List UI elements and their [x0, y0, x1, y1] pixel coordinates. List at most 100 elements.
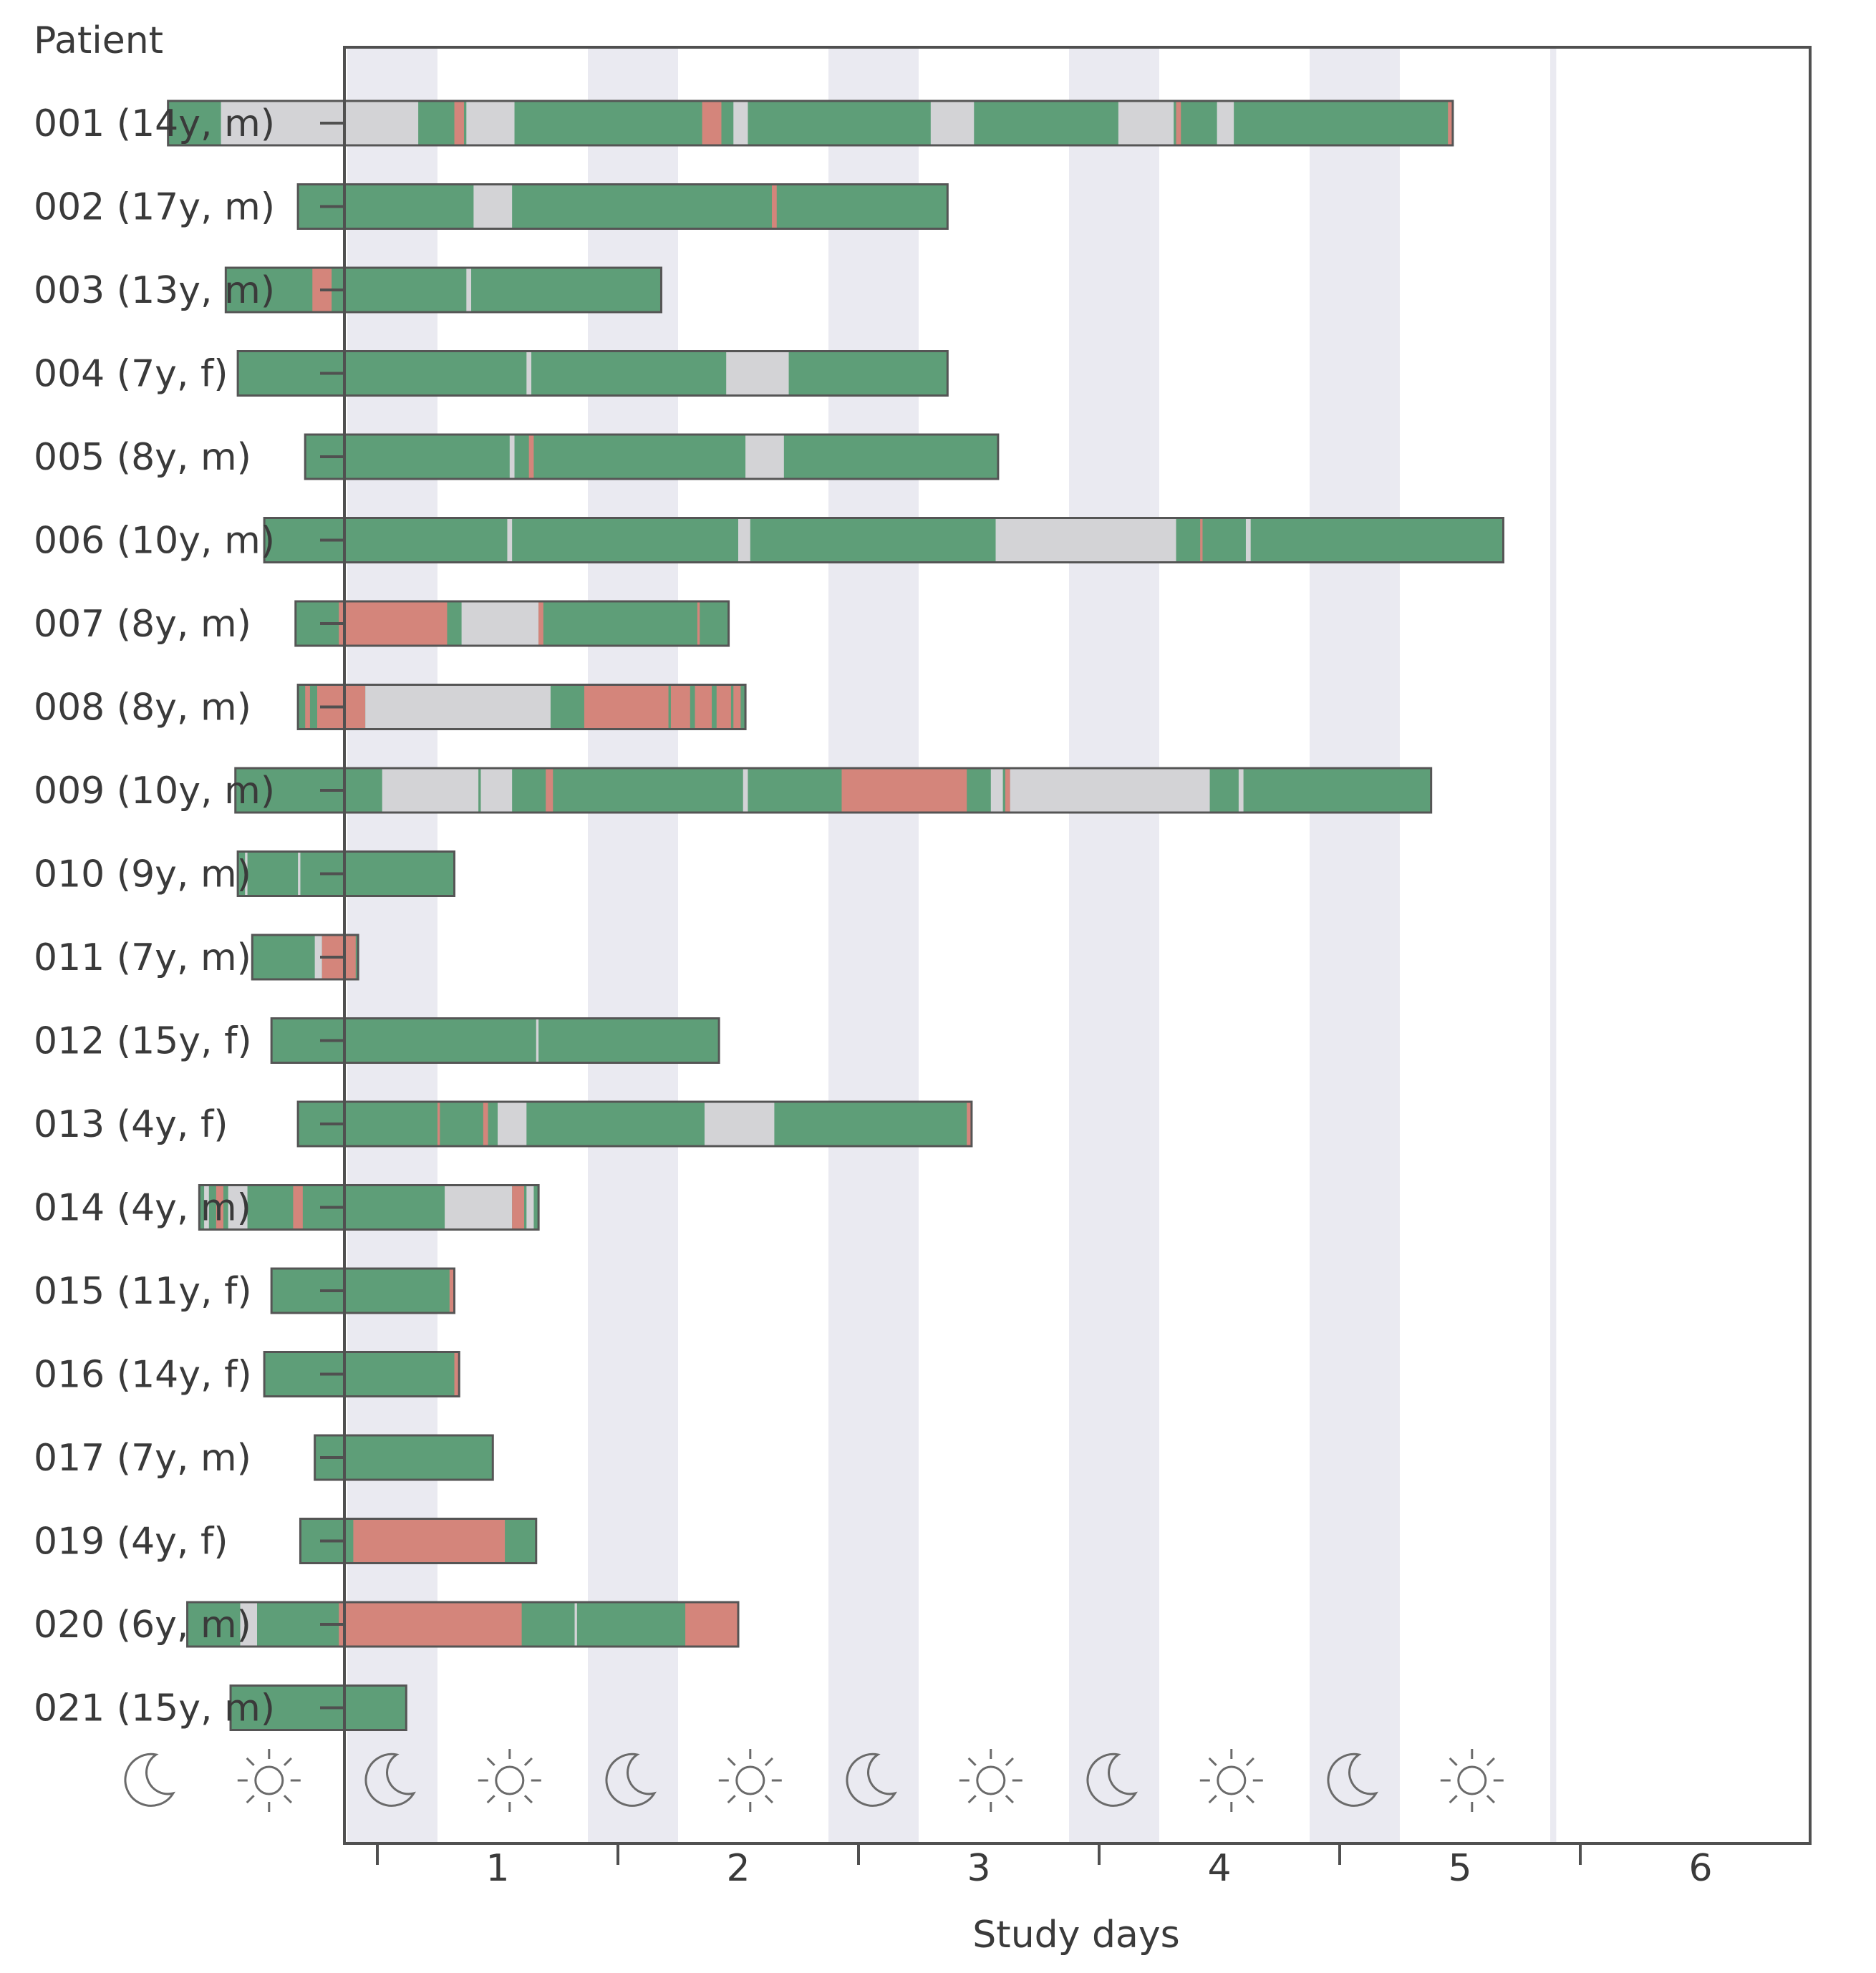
- bar-segment-alarm: [339, 601, 448, 646]
- bar-segment-missing: [1118, 101, 1174, 145]
- sun-disc: [976, 1765, 1006, 1795]
- bar-segment-alarm: [449, 1269, 455, 1313]
- x-tick-label: 6: [1688, 1847, 1712, 1890]
- bar-segment-alarm: [695, 684, 712, 729]
- bar-segment-missing: [240, 1602, 257, 1647]
- bar-outline: [296, 684, 747, 730]
- bar-outline: [299, 1518, 538, 1564]
- sun-disc: [495, 1765, 525, 1795]
- night-bands: [347, 47, 1557, 1843]
- bar-segment-alarm: [437, 1102, 440, 1146]
- moon-icon: [364, 1753, 416, 1807]
- bar-outline: [270, 1017, 720, 1064]
- sun-disc: [254, 1765, 284, 1795]
- x-tick-label: 5: [1448, 1847, 1471, 1890]
- sun-ray: [486, 1795, 495, 1804]
- moon-shape: [1086, 1753, 1138, 1807]
- night-band: [828, 47, 919, 1843]
- bar-segment-missing: [536, 1018, 539, 1063]
- sun-icon: [718, 1749, 782, 1812]
- bar-segment-alarm: [353, 1518, 506, 1564]
- patient-label: 013 (4y, f): [34, 1103, 228, 1146]
- bar-outline: [251, 934, 359, 981]
- sun-ray: [967, 1757, 977, 1766]
- bar-segment-missing: [221, 101, 419, 145]
- patient-label: 009 (10y, m): [34, 770, 275, 813]
- patient-label: 006 (10y, m): [34, 520, 275, 563]
- bar-segment-alarm: [216, 1185, 223, 1230]
- sun-icon: [1440, 1749, 1504, 1812]
- x-tick-label: 1: [485, 1847, 509, 1890]
- bar-segment-alarm: [305, 684, 310, 729]
- moon-icon: [1086, 1753, 1138, 1807]
- bar-segment-good: [298, 184, 948, 229]
- bar-segment-good: [226, 268, 662, 312]
- bar-segment-missing: [574, 1602, 577, 1647]
- sun-ray: [764, 1757, 773, 1766]
- bar-segment-missing: [204, 1185, 209, 1230]
- bar-segment-alarm: [733, 684, 741, 729]
- bar-segment-missing: [726, 351, 789, 396]
- bar-outline: [186, 1601, 740, 1648]
- bar-segment-missing: [738, 518, 750, 563]
- patient-label: 008 (8y, m): [34, 687, 251, 729]
- x-tick-label: 2: [726, 1847, 750, 1890]
- bar-outline: [236, 850, 456, 897]
- sun-ray: [283, 1757, 292, 1766]
- bar-segment-missing: [507, 518, 513, 563]
- patient-row: [236, 350, 949, 397]
- bar-segment-missing: [365, 684, 551, 729]
- patient-row: [294, 600, 730, 647]
- bar-segment-missing: [480, 768, 513, 813]
- patient-label: 007 (8y, m): [34, 603, 251, 646]
- sun-ray: [523, 1795, 533, 1804]
- bar-segment-alarm: [546, 768, 553, 813]
- bar-segment-good: [264, 518, 1504, 563]
- patient-label: 020 (6y, m): [34, 1604, 251, 1647]
- bar-outline: [263, 517, 1504, 563]
- bar-segment-missing: [1245, 518, 1251, 563]
- bar-segment-missing: [228, 1185, 248, 1230]
- bar-segment-missing: [509, 435, 515, 479]
- bar-outline: [234, 767, 1433, 814]
- bar-segment-alarm: [538, 601, 543, 646]
- bar-segment-alarm: [483, 1102, 488, 1146]
- bar-segment-alarm: [702, 101, 722, 145]
- patient-label: 010 (9y, m): [34, 853, 251, 896]
- bar-segment-good: [271, 1269, 455, 1313]
- sun-icon: [237, 1749, 301, 1812]
- patient-label: 011 (7y, m): [34, 936, 251, 979]
- patient-row: [270, 1267, 456, 1314]
- patient-row: [296, 1100, 973, 1148]
- bar-segment-alarm: [528, 435, 534, 479]
- bar-segment-missing: [704, 1102, 775, 1146]
- sun-ray: [1208, 1757, 1217, 1766]
- sun-icon: [478, 1749, 541, 1812]
- bar-outline: [236, 350, 949, 397]
- sun-disc: [1457, 1765, 1487, 1795]
- bar-segment-missing: [466, 101, 515, 145]
- bar-segment-alarm: [716, 684, 731, 729]
- moon-shape: [124, 1753, 175, 1807]
- x-axis-title: Study days: [972, 1914, 1179, 1957]
- bar-segment-missing: [745, 435, 784, 479]
- bar-segment-missing: [990, 768, 1003, 813]
- night-band: [347, 47, 437, 1843]
- sun-ray: [1208, 1795, 1217, 1804]
- bar-outline: [229, 1684, 407, 1731]
- patient-row: [186, 1601, 740, 1648]
- bar-segment-missing: [473, 184, 513, 229]
- bar-outline: [167, 100, 1454, 147]
- patient-row: [224, 266, 662, 314]
- patient-row: [304, 433, 1000, 480]
- bar-segment-good: [264, 1352, 460, 1397]
- bar-segment-missing: [930, 101, 975, 145]
- bar-segment-missing: [526, 1185, 534, 1230]
- night-band: [1310, 47, 1400, 1843]
- y-axis: 001 (14y, m) 002 (17y, m) 003 (13y, m) 004 …: [34, 102, 344, 1730]
- sun-ray: [246, 1757, 255, 1766]
- moon-shape: [605, 1753, 657, 1807]
- sun-ray: [967, 1795, 977, 1804]
- sun-ray: [1245, 1757, 1254, 1766]
